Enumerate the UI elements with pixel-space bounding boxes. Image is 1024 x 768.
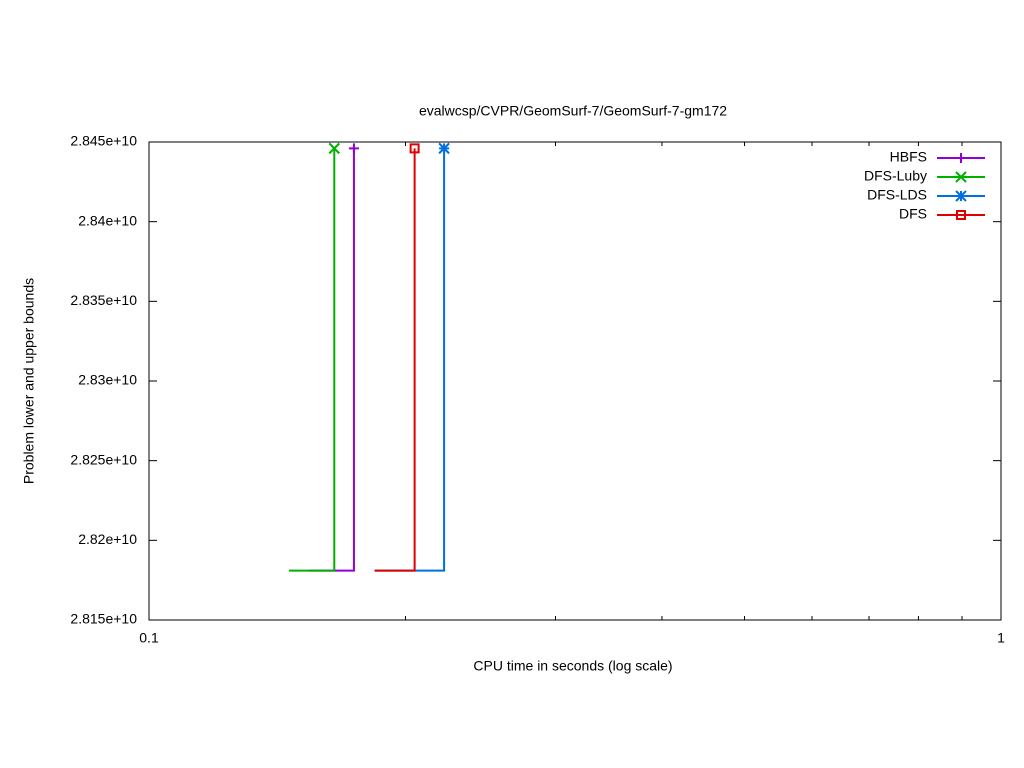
- marker: [956, 153, 966, 163]
- marker: [328, 142, 341, 155]
- chart-title: evalwcsp/CVPR/GeomSurf-7/GeomSurf-7-gm17…: [419, 103, 727, 119]
- marker: [409, 143, 420, 154]
- series-line: [374, 148, 446, 572]
- y-tick-label: 2.83e+10: [78, 372, 137, 388]
- y-tick-label: 2.845e+10: [70, 133, 137, 149]
- marker: [955, 190, 967, 202]
- y-tick-label: 2.825e+10: [70, 451, 137, 467]
- legend-label: DFS-Luby: [864, 168, 927, 184]
- y-tick-label: 2.84e+10: [78, 212, 137, 228]
- x-tick-label: 0.1: [139, 630, 159, 646]
- legend-label: DFS-LDS: [867, 187, 927, 203]
- y-axis-label: Problem lower and upper bounds: [21, 278, 37, 484]
- y-tick-label: 2.815e+10: [70, 611, 137, 627]
- series-line: [308, 148, 355, 572]
- x-axis-label: CPU time in seconds (log scale): [473, 658, 672, 674]
- marker: [955, 171, 967, 183]
- legend-label: HBFS: [890, 149, 927, 165]
- plot-border: [148, 141, 1002, 621]
- series-line: [374, 148, 416, 572]
- marker: [438, 142, 450, 155]
- legend-label: DFS: [899, 206, 927, 222]
- x-tick-label: 1: [997, 630, 1005, 646]
- y-tick-label: 2.835e+10: [70, 292, 137, 308]
- series-line: [289, 148, 336, 572]
- y-tick-label: 2.82e+10: [78, 531, 137, 547]
- marker: [956, 210, 966, 220]
- marker: [348, 143, 359, 154]
